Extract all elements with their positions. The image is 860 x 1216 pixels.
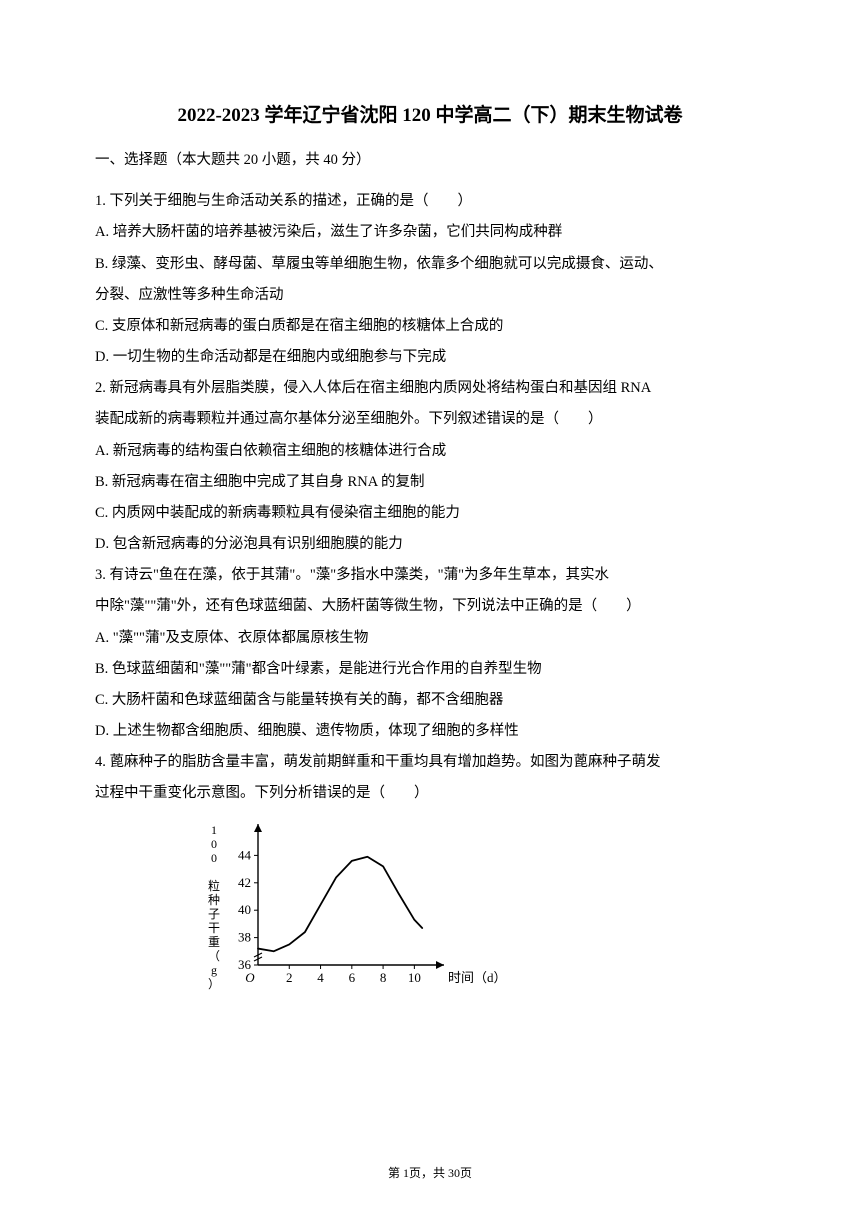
svg-text:0: 0 [211, 837, 217, 851]
svg-text:1: 1 [211, 823, 217, 837]
q1-stem: 1. 下列关于细胞与生命活动关系的描述，正确的是（ ） [95, 186, 765, 217]
q3-opt-c: C. 大肠杆菌和色球蓝细菌含与能量转换有关的酶，都不含细胞器 [95, 685, 765, 716]
q3-stem-2: 中除"藻""蒲"外，还有色球蓝细菌、大肠杆菌等微生物，下列说法中正确的是（ ） [95, 591, 765, 622]
svg-text:子: 子 [208, 907, 220, 921]
q1-opt-a: A. 培养大肠杆菌的培养基被污染后，滋生了许多杂菌，它们共同构成种群 [95, 217, 765, 248]
q1-opt-b-2: 分裂、应激性等多种生命活动 [95, 280, 765, 311]
chart-container: 246810O3638404244时间（d）100 粒种子干重（g） [200, 818, 765, 998]
svg-text:6: 6 [349, 970, 356, 985]
svg-text:40: 40 [238, 902, 251, 917]
svg-text:干: 干 [208, 921, 220, 935]
svg-text:36: 36 [238, 957, 252, 972]
q2-stem-2: 装配成新的病毒颗粒并通过高尔基体分泌至细胞外。下列叙述错误的是（ ） [95, 404, 765, 435]
q1-opt-b-1: B. 绿藻、变形虫、酵母菌、草履虫等单细胞生物，依靠多个细胞就可以完成摄食、运动… [95, 249, 765, 280]
svg-text:10: 10 [408, 970, 421, 985]
svg-text:）: ） [208, 977, 220, 991]
svg-text:2: 2 [286, 970, 293, 985]
svg-text:O: O [245, 970, 255, 985]
svg-text:38: 38 [238, 929, 251, 944]
q4-stem-2: 过程中干重变化示意图。下列分析错误的是（ ） [95, 778, 765, 809]
q3-opt-b: B. 色球蓝细菌和"藻""蒲"都含叶绿素，是能进行光合作用的自养型生物 [95, 654, 765, 685]
svg-text:44: 44 [238, 847, 252, 862]
svg-text:（: （ [208, 949, 220, 963]
svg-text:8: 8 [380, 970, 387, 985]
q3-opt-d: D. 上述生物都含细胞质、细胞膜、遗传物质，体现了细胞的多样性 [95, 716, 765, 747]
exam-title: 2022-2023 学年辽宁省沈阳 120 中学高二（下）期末生物试卷 [95, 100, 765, 127]
svg-text:时间（d）: 时间（d） [448, 970, 500, 985]
svg-text:0: 0 [211, 851, 217, 865]
dry-weight-chart: 246810O3638404244时间（d）100 粒种子干重（g） [200, 818, 500, 993]
svg-text:g: g [211, 963, 217, 977]
page-footer: 第 1页，共 30页 [0, 1164, 860, 1181]
q2-opt-a: A. 新冠病毒的结构蛋白依赖宿主细胞的核糖体进行合成 [95, 436, 765, 467]
svg-text:4: 4 [317, 970, 324, 985]
q1-opt-d: D. 一切生物的生命活动都是在细胞内或细胞参与下完成 [95, 342, 765, 373]
q3-opt-a: A. "藻""蒲"及支原体、衣原体都属原核生物 [95, 623, 765, 654]
svg-text:42: 42 [238, 874, 251, 889]
svg-text:重: 重 [208, 935, 220, 949]
q1-opt-c: C. 支原体和新冠病毒的蛋白质都是在宿主细胞的核糖体上合成的 [95, 311, 765, 342]
content-body: 1. 下列关于细胞与生命活动关系的描述，正确的是（ ） A. 培养大肠杆菌的培养… [95, 186, 765, 809]
section-header: 一、选择题（本大题共 20 小题，共 40 分） [95, 145, 765, 176]
q4-stem-1: 4. 蓖麻种子的脂肪含量丰富，萌发前期鲜重和干重均具有增加趋势。如图为蓖麻种子萌… [95, 747, 765, 778]
svg-text:粒: 粒 [208, 878, 220, 893]
q3-stem-1: 3. 有诗云"鱼在在藻，依于其蒲"。"藻"多指水中藻类，"蒲"为多年生草本，其实… [95, 560, 765, 591]
q2-opt-c: C. 内质网中装配成的新病毒颗粒具有侵染宿主细胞的能力 [95, 498, 765, 529]
q2-opt-b: B. 新冠病毒在宿主细胞中完成了其自身 RNA 的复制 [95, 467, 765, 498]
q2-opt-d: D. 包含新冠病毒的分泌泡具有识别细胞膜的能力 [95, 529, 765, 560]
q2-stem-1: 2. 新冠病毒具有外层脂类膜，侵入人体后在宿主细胞内质网处将结构蛋白和基因组 R… [95, 373, 765, 404]
svg-text:种: 种 [208, 893, 220, 907]
